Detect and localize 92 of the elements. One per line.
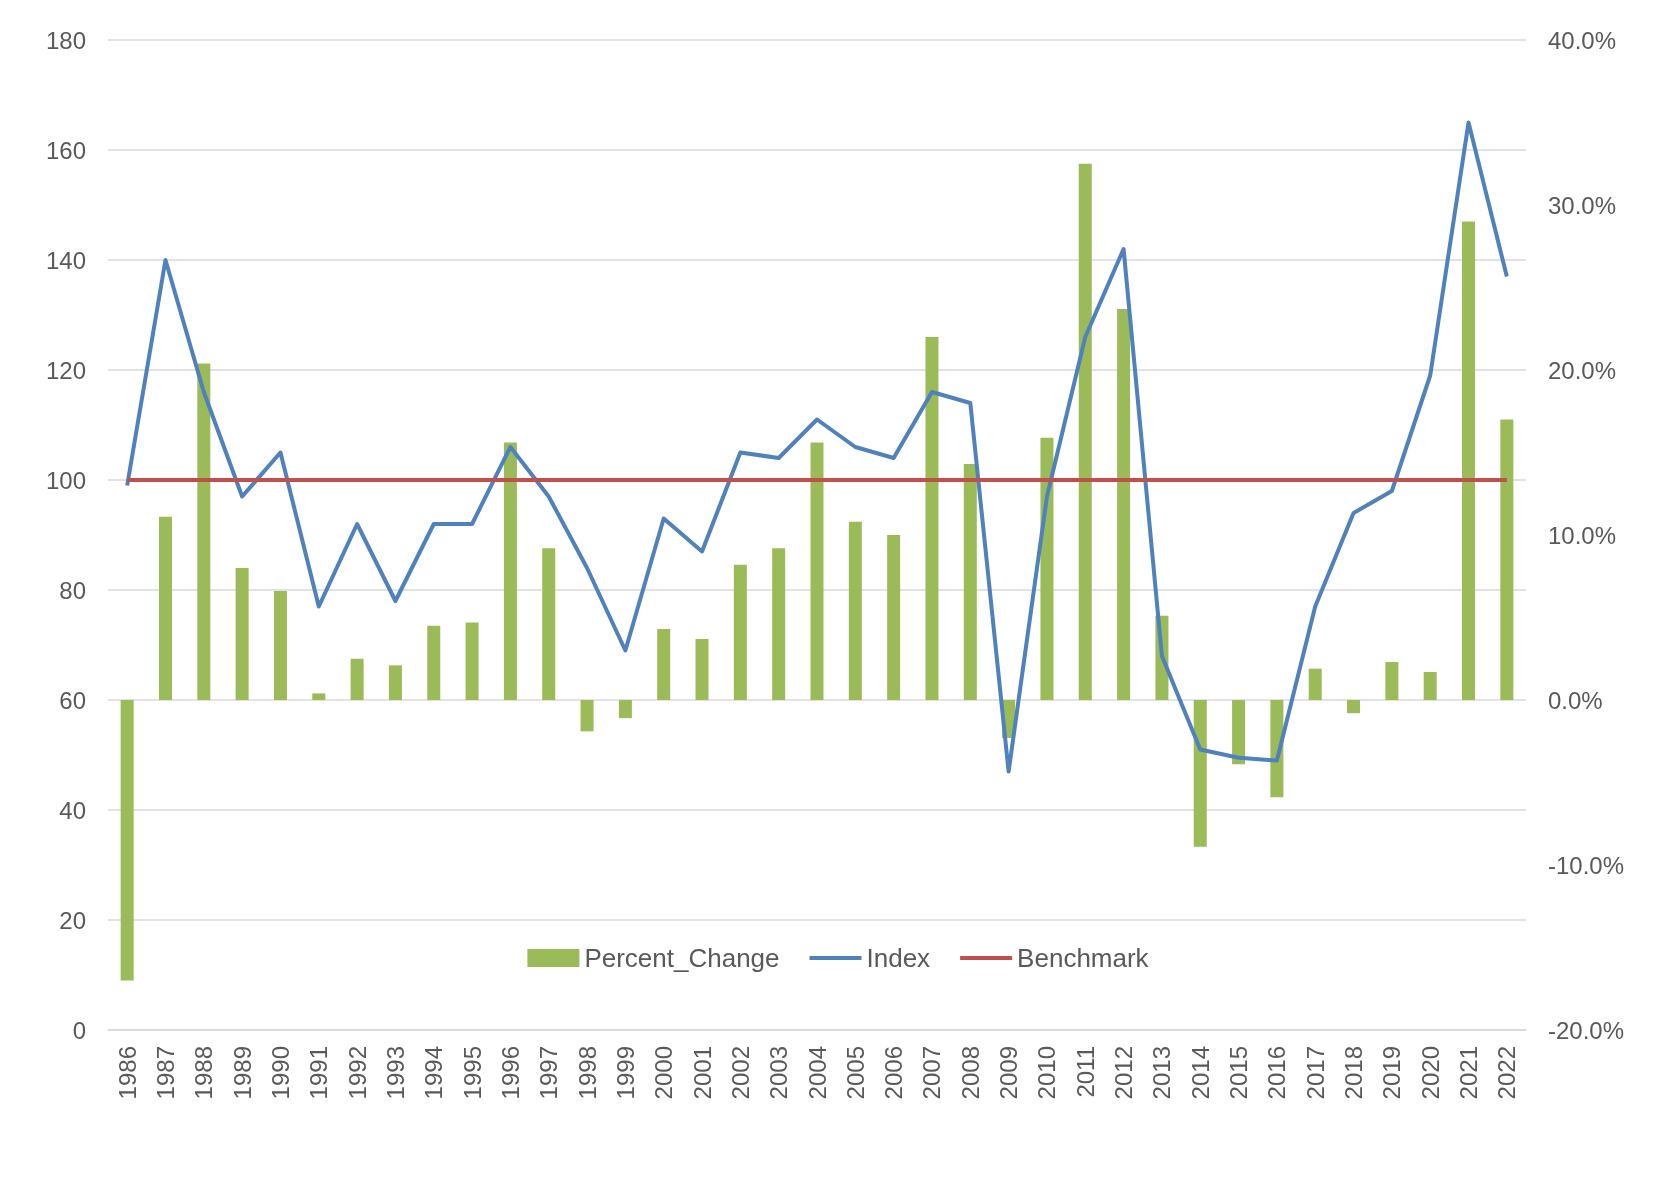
y-tick-label: 120 — [45, 356, 86, 384]
x-tick-label: 2004 — [803, 1046, 831, 1100]
x-tick-label: 2021 — [1455, 1046, 1483, 1100]
x-tick-label: 1990 — [266, 1046, 294, 1100]
legend-label: Percent_Change — [584, 943, 780, 973]
x-tick-label: 1989 — [228, 1046, 256, 1100]
x-tick-label: 1997 — [535, 1046, 563, 1100]
bar — [158, 516, 172, 700]
bar — [235, 568, 249, 700]
bar — [1308, 668, 1322, 700]
bar — [848, 521, 862, 700]
bar — [1232, 700, 1246, 765]
y2-tick-label: 10.0% — [1548, 521, 1617, 549]
x-tick-label: 1992 — [343, 1046, 371, 1100]
x-tick-label: 1993 — [381, 1046, 409, 1100]
x-tick-label: 1991 — [305, 1046, 333, 1100]
x-tick-label: 2009 — [995, 1046, 1023, 1100]
bar — [273, 591, 287, 700]
x-tick-label: 1995 — [458, 1046, 486, 1100]
bar — [618, 700, 632, 719]
bar — [1117, 308, 1131, 700]
bar — [1078, 163, 1092, 700]
bar — [733, 564, 747, 700]
x-tick-label: 2020 — [1416, 1046, 1444, 1100]
bar — [120, 700, 134, 981]
y-tick-label: 160 — [45, 136, 86, 164]
x-tick-label: 1994 — [420, 1046, 448, 1100]
y-tick-label: 180 — [45, 26, 86, 54]
x-tick-label: 2005 — [841, 1046, 869, 1100]
x-tick-label: 2022 — [1493, 1046, 1521, 1100]
x-tick-label: 2016 — [1263, 1046, 1291, 1100]
x-tick-label: 2019 — [1378, 1046, 1406, 1100]
x-tick-label: 2000 — [650, 1046, 678, 1100]
y2-tick-label: 0.0% — [1548, 686, 1603, 714]
y2-tick-label: 30.0% — [1548, 191, 1617, 219]
bar — [580, 700, 594, 732]
y-tick-label: 20 — [59, 906, 86, 934]
x-tick-label: 2003 — [765, 1046, 793, 1100]
y-tick-label: 0 — [72, 1016, 86, 1044]
bar — [350, 658, 364, 700]
legend-label: Index — [866, 943, 931, 973]
bar — [388, 665, 402, 700]
bar — [542, 548, 556, 700]
y-tick-label: 100 — [45, 466, 86, 494]
bar — [465, 622, 479, 700]
bar — [1423, 671, 1437, 700]
legend-label: Benchmark — [1017, 943, 1150, 973]
bar — [772, 548, 786, 700]
x-tick-label: 2012 — [1110, 1046, 1138, 1100]
bar — [427, 625, 441, 700]
bar — [503, 442, 517, 700]
x-tick-label: 2002 — [726, 1046, 754, 1100]
bar — [657, 629, 671, 700]
y-tick-label: 60 — [59, 686, 86, 714]
bar — [1193, 700, 1207, 847]
bar — [1347, 700, 1361, 714]
bar — [963, 464, 977, 700]
x-tick-label: 1996 — [496, 1046, 524, 1100]
bar — [925, 337, 939, 700]
x-tick-label: 2015 — [1225, 1046, 1253, 1100]
bar — [1270, 700, 1284, 798]
x-tick-label: 2018 — [1340, 1046, 1368, 1100]
x-tick-label: 1998 — [573, 1046, 601, 1100]
x-tick-label: 1986 — [113, 1046, 141, 1100]
x-tick-label: 2017 — [1301, 1046, 1329, 1100]
y2-tick-label: 20.0% — [1548, 356, 1617, 384]
bar — [312, 693, 326, 700]
x-tick-label: 2008 — [956, 1046, 984, 1100]
x-tick-label: 2001 — [688, 1046, 716, 1100]
bar — [1385, 662, 1399, 700]
bar — [197, 363, 211, 700]
x-tick-label: 2010 — [1033, 1046, 1061, 1100]
x-tick-label: 1987 — [151, 1046, 179, 1100]
x-tick-label: 2011 — [1071, 1046, 1099, 1098]
y-tick-label: 40 — [59, 796, 86, 824]
y2-tick-label: -20.0% — [1548, 1016, 1625, 1044]
y2-tick-label: 40.0% — [1548, 26, 1617, 54]
x-tick-label: 2014 — [1186, 1046, 1214, 1100]
y2-tick-label: -10.0% — [1548, 851, 1625, 879]
x-tick-label: 2006 — [880, 1046, 908, 1100]
bar — [887, 535, 901, 700]
y-tick-label: 80 — [59, 576, 86, 604]
y-tick-label: 140 — [45, 246, 86, 274]
bar — [810, 442, 824, 700]
x-tick-label: 2007 — [918, 1046, 946, 1100]
x-tick-label: 1988 — [190, 1046, 218, 1100]
bar — [695, 638, 709, 700]
x-tick-label: 2013 — [1148, 1046, 1176, 1100]
bar — [1462, 221, 1476, 700]
line-series — [125, 120, 1509, 774]
bar — [1500, 419, 1514, 700]
x-tick-label: 1999 — [611, 1046, 639, 1100]
